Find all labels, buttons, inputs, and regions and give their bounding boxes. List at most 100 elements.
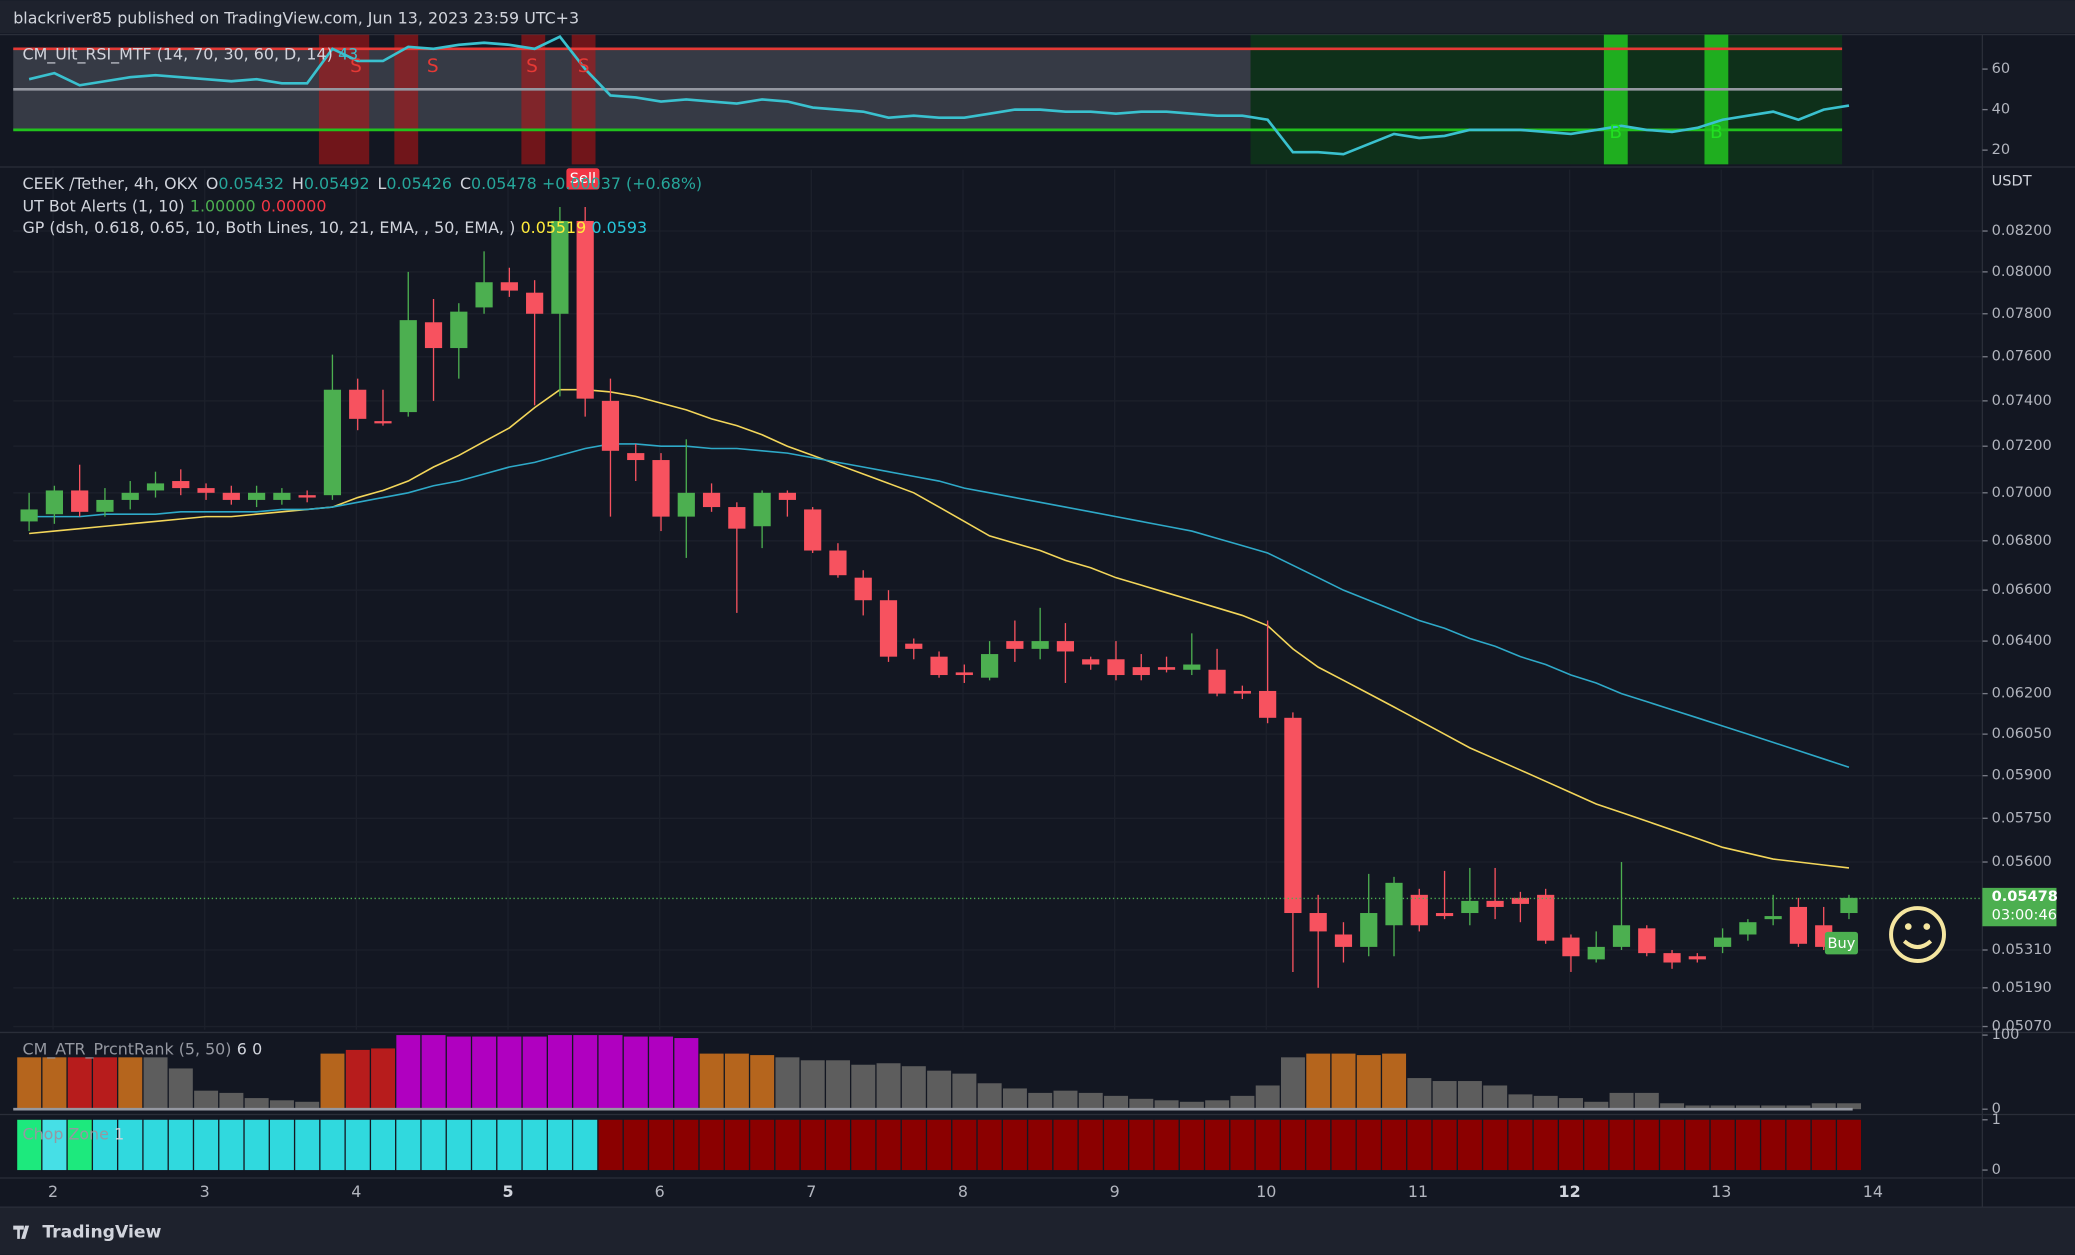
histogram-bar [1280, 1057, 1305, 1110]
candle-body [1688, 956, 1706, 960]
histogram-bar [750, 1055, 775, 1110]
legend: Chop Zone 1 [22, 1124, 124, 1143]
histogram-bar [1230, 1095, 1255, 1110]
histogram-bar [1735, 1105, 1760, 1110]
histogram-bar [1104, 1095, 1129, 1110]
histogram-bar [1154, 1119, 1179, 1171]
candle-body [652, 460, 670, 517]
y-tick-label: 0.05190 [1992, 979, 2052, 996]
histogram-bar [1609, 1092, 1634, 1110]
ohlc-value: 0.05432 [218, 174, 284, 193]
y-tick-label: 0.06400 [1992, 632, 2052, 649]
histogram-bar [17, 1057, 42, 1110]
histogram-bar [1356, 1119, 1381, 1171]
histogram-bar [952, 1119, 977, 1171]
smiley-mouth [1902, 939, 1933, 950]
histogram-bar [876, 1063, 901, 1110]
candle-body [1157, 667, 1176, 670]
footer-bar [0, 1207, 2075, 1255]
histogram-bar [93, 1057, 117, 1110]
candle-body [1309, 913, 1327, 932]
rsi-sell-zone [571, 34, 596, 165]
histogram-bar [977, 1119, 1002, 1171]
candle-body [45, 490, 63, 515]
histogram-bar [168, 1119, 193, 1171]
histogram-bar [1811, 1119, 1836, 1171]
ohlc-label: O [206, 174, 219, 193]
legend-item: CM_ATR_PrcntRank (5, 50) [22, 1039, 231, 1059]
histogram-bar [143, 1057, 168, 1110]
candle-body [96, 499, 114, 512]
candle-body [20, 509, 38, 522]
histogram-bar [1584, 1101, 1609, 1110]
axis-unit: USDT [1992, 173, 2032, 190]
panes: 2 3 4 5 6 7 8 9 10 11 12 13 140.082000.080000.078000… [0, 33, 2075, 1208]
candle-body [475, 282, 493, 308]
y-tick-label: 0.05070 [1992, 1018, 2052, 1035]
rsi-sell-zone [521, 34, 546, 165]
y-tick-label: 0 [1992, 1161, 2001, 1178]
histogram-bar [623, 1036, 648, 1110]
candle-body [1107, 659, 1125, 676]
candle-body [854, 577, 872, 601]
rsi-buy-zone [1603, 34, 1628, 165]
histogram-bar [67, 1119, 92, 1171]
candle-body [1360, 913, 1378, 947]
ohlc-label: H [292, 174, 304, 193]
candle-body [273, 492, 291, 500]
candle-body [1410, 894, 1428, 926]
histogram-bar [1660, 1103, 1685, 1110]
y-tick-label: 0.05750 [1992, 809, 2052, 826]
change-value: +0.00037 (+0.68%) [542, 174, 702, 193]
histogram-bar [1533, 1119, 1558, 1171]
candle-body [728, 507, 746, 529]
y-tick-label: 0.07000 [1992, 484, 2052, 501]
histogram-bar [851, 1119, 876, 1171]
candle-body [1183, 664, 1201, 670]
y-tick-label: 0.08200 [1992, 222, 2052, 239]
histogram-bar [522, 1036, 547, 1110]
histogram-bar [118, 1119, 143, 1171]
legend: CM_Ult_RSI_MTF (14, 70, 30, 60, D, 14) 43 [22, 44, 358, 64]
candle-body [677, 492, 695, 517]
candle-body [1612, 925, 1631, 947]
last-price-label: 0.05478 [1992, 888, 2058, 905]
legend: CM_ATR_PrcntRank (5, 50) 6 0 [22, 1039, 262, 1059]
y-tick-label: 0.07400 [1992, 392, 2052, 409]
histogram-bar [1685, 1105, 1710, 1110]
candle-body [1537, 894, 1555, 941]
histogram-bar [1179, 1119, 1204, 1171]
histogram-bar [1457, 1081, 1482, 1110]
sell-label: Sell [570, 170, 596, 187]
candle-body [778, 492, 796, 500]
candle-body [500, 282, 518, 291]
candle-body [399, 320, 417, 413]
legend: UT Bot Alerts (1, 10) 1.00000 0.00000 [22, 196, 326, 215]
histogram-bar [573, 1035, 598, 1110]
candle-body [1511, 897, 1529, 904]
candle-body [1663, 953, 1681, 963]
histogram-bar [1306, 1119, 1331, 1171]
candle-body [955, 672, 973, 676]
histogram-bar [927, 1070, 952, 1110]
histogram-bar [1710, 1105, 1735, 1110]
histogram-bar [674, 1119, 699, 1171]
histogram-bar [472, 1036, 497, 1110]
histogram-bar [244, 1098, 269, 1110]
smiley-face [1889, 906, 1946, 963]
time-tick-label: 8 [958, 1182, 968, 1201]
time-tick-label: 7 [806, 1182, 816, 1201]
histogram-bar [1129, 1119, 1154, 1171]
time-tick-label: 9 [1110, 1182, 1120, 1201]
histogram-bar [42, 1057, 67, 1110]
candle-body [1082, 659, 1100, 665]
histogram-bar [396, 1035, 421, 1110]
histogram-bar [1331, 1119, 1356, 1171]
rsi-signal-label: S [578, 56, 590, 77]
ohlc-value: 0.05492 [304, 174, 370, 193]
candle-body [1461, 900, 1479, 914]
time-tick-label: 13 [1711, 1182, 1731, 1201]
y-tick-label: 0.06200 [1992, 685, 2052, 702]
